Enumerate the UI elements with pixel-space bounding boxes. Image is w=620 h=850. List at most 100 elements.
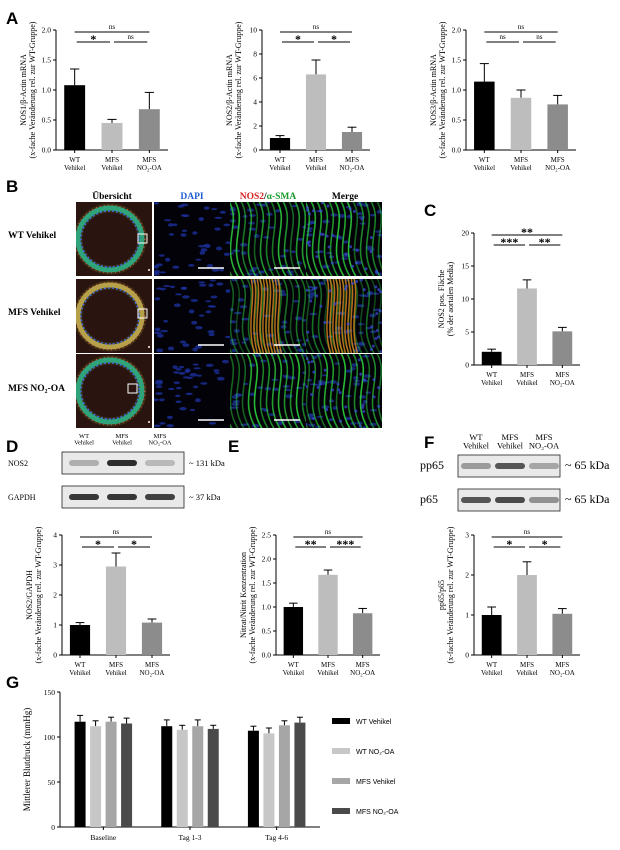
blot-kda-label: ~ 131 kDa: [189, 458, 225, 468]
y-axis-label: NOS2/GAPDH: [25, 570, 34, 620]
aorta-ring: [76, 282, 145, 350]
significance-label: ***: [500, 235, 518, 249]
x-tick-label: MFS: [520, 371, 534, 379]
x-tick-sublabel: Vehikel: [305, 164, 326, 172]
x-tick-sublabel: Vehikel: [101, 164, 122, 172]
y-axis-sublabel: (x-fache Veränderung rel. zur WT-Gruppe): [234, 21, 243, 158]
y-tick-label: 8: [253, 50, 257, 59]
bar: [278, 725, 290, 827]
y-tick-label: 2: [253, 122, 257, 131]
x-tick-sublabel: NO₂-OA: [550, 379, 575, 387]
lane-sublabel: Vehikel: [463, 441, 490, 451]
legend-swatch: [332, 778, 350, 784]
bar: [105, 721, 117, 827]
y-tick-label: 0: [51, 823, 55, 832]
x-tick-label: MFS: [142, 156, 156, 164]
bar: [90, 726, 102, 827]
bar: [481, 351, 502, 365]
micro-tile-r3-c3: [230, 354, 306, 428]
x-tick-sublabel: Vehikel: [481, 669, 502, 677]
y-tick-label: 10: [250, 26, 258, 35]
significance-label: **: [539, 235, 551, 249]
y-axis-label: NOS1/β-Actin mRNA: [19, 54, 28, 126]
y-tick-label: 1.0: [42, 86, 52, 95]
y-tick-label: 1.0: [452, 86, 462, 95]
significance-label: *: [542, 537, 548, 551]
x-tick-sublabel: NO₂-OA: [350, 669, 375, 677]
y-axis-label: NOS2 pos. Fläche: [437, 269, 446, 328]
x-tick-label: MFS: [514, 156, 528, 164]
significance-label: *: [506, 537, 512, 551]
x-tick-label: WT: [75, 661, 87, 669]
significance-label: *: [331, 32, 337, 46]
significance-label: *: [131, 537, 137, 551]
y-tick-label: 4: [253, 98, 257, 107]
legend-g: WT Vehikel WT NO₂-OA MFS Vehikel MFS NO₂-OA: [332, 718, 399, 816]
bar: [352, 613, 373, 655]
x-tick-label: Tag 1-3: [178, 833, 201, 842]
y-tick-label: 2.5: [262, 531, 272, 540]
zoom-box: [127, 383, 138, 394]
y-tick-label: 6: [253, 74, 257, 83]
significance-label: ns: [325, 528, 332, 536]
header-slash: /: [263, 192, 267, 202]
bar: [318, 574, 338, 655]
lane-label: MFS: [535, 432, 552, 442]
significance-label: *: [90, 32, 96, 46]
blot-row-label: p65: [420, 492, 438, 506]
significance-label: ns: [524, 528, 531, 536]
lane-label: MFS: [501, 432, 518, 442]
micro-tile-r1-c4: [306, 202, 382, 276]
significance-label: ns: [113, 528, 120, 536]
bar: [192, 726, 204, 827]
x-tick-label: WT: [275, 156, 287, 164]
y-tick-label: 1: [465, 611, 469, 620]
x-tick-sublabel: Vehikel: [516, 379, 537, 387]
legend-swatch: [332, 718, 350, 724]
micro-tile-r1-c3: [230, 202, 306, 276]
micro-tile-r3-c4: [306, 354, 382, 428]
tile-background: [154, 202, 230, 276]
y-tick-label: 0.5: [262, 627, 272, 636]
x-tick-sublabel: NO₂-OA: [545, 164, 570, 172]
blot-kda-label: ~ 37 kDa: [189, 492, 221, 502]
micro-tile-r2-c4: [306, 279, 382, 353]
x-tick-sublabel: NO₂-OA: [137, 164, 162, 172]
x-tick-sublabel: Vehikel: [64, 164, 85, 172]
x-tick-label: MFS: [555, 371, 569, 379]
chart-g: 0 50 100 150 Mittlerer Blutdruck (mmHg) Basel…: [22, 688, 320, 842]
blot-band: [145, 460, 175, 466]
bar: [552, 613, 573, 655]
significance-label: ns: [313, 23, 320, 31]
bar: [74, 721, 86, 827]
header-dapi: DAPI: [180, 192, 204, 202]
header-nos2-asma: NOS2/α-SMA: [240, 192, 297, 202]
y-tick-label: 0: [465, 651, 469, 660]
chart-c: 0 5 10 15 20 NOS2 pos. Fläche (% der aortalen …: [437, 225, 580, 387]
y-axis-label: Nitrat/Nitrit Konzentration: [239, 552, 248, 638]
header-overview: Übersicht: [92, 189, 132, 202]
bar: [341, 132, 363, 150]
lane-sublabel: NO₂-OA: [529, 441, 560, 451]
x-tick-label: WT: [486, 371, 498, 379]
x-tick-sublabel: Vehikel: [317, 669, 338, 677]
y-tick-label: 10: [462, 295, 470, 304]
y-tick-label: 1.5: [452, 56, 462, 65]
y-tick-label: 0.0: [42, 146, 52, 155]
y-axis-label: pp65/p65: [437, 580, 446, 610]
chart-d: 0 1 2 3 4 NOS2/GAPDH (x-fache Veränderung rel.…: [25, 526, 170, 677]
x-tick-label: MFS: [105, 156, 119, 164]
x-tick-label: MFS: [145, 661, 159, 669]
significance-label: **: [305, 537, 317, 551]
legend-entry: MFS NO₂-OA: [356, 809, 399, 816]
x-tick-sublabel: NO₂-OA: [550, 669, 575, 677]
y-tick-label: 20: [462, 229, 470, 238]
x-tick-label: Baseline: [90, 833, 116, 842]
y-tick-label: 0: [53, 651, 57, 660]
legend-swatch: [332, 748, 350, 754]
x-tick-sublabel: Vehikel: [269, 164, 290, 172]
microscopy-panel: Übersicht DAPI NOS2/α-SMA Merge WT Vehik…: [8, 189, 382, 428]
bar: [161, 726, 173, 827]
blot-band: [69, 494, 99, 500]
header-merge: Merge: [332, 192, 358, 202]
